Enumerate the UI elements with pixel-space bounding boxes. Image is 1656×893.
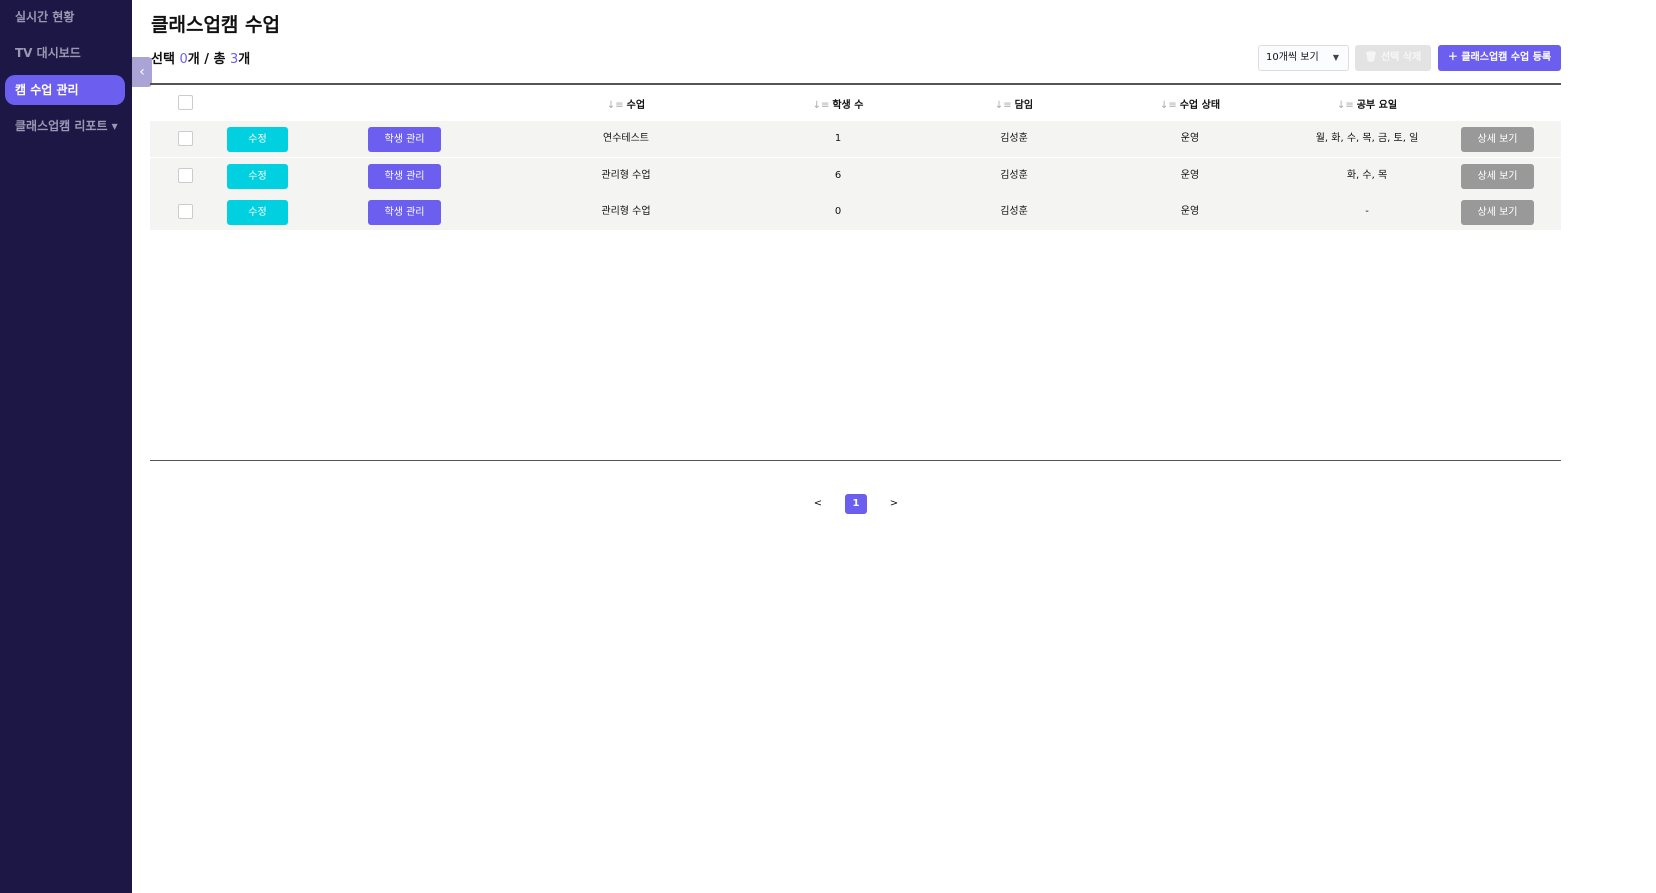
cell-status: 운영 — [1180, 206, 1200, 217]
select-all-checkbox[interactable] — [178, 95, 193, 110]
detail-button[interactable]: 상세 보기 — [1461, 127, 1534, 152]
selected-count: 0 — [179, 52, 188, 67]
cell-days: - — [1365, 206, 1369, 217]
row-checkbox[interactable] — [178, 167, 193, 183]
add-class-button[interactable]: ＋ 클래스업캠 수업 등록 — [1438, 45, 1561, 71]
manage-students-button[interactable]: 학생 관리 — [368, 200, 441, 225]
column-header-label: 담임 — [1014, 100, 1034, 111]
table-top-divider — [150, 83, 1561, 85]
manage-students-button[interactable]: 학생 관리 — [368, 127, 441, 152]
delete-selected-button[interactable]: 🗑 선택 삭제 — [1355, 45, 1431, 71]
page-title: 클래스업캠 수업 — [151, 14, 280, 36]
page-1-button[interactable]: 1 — [845, 494, 867, 514]
column-header-class[interactable]: ↓≡ 수업 — [607, 96, 645, 111]
cell-teacher: 김성훈 — [1000, 169, 1028, 181]
sidebar-item-cam-class[interactable]: 캠 수업 관리 — [5, 75, 125, 105]
selection-count: 선택 0개 / 총 3개 — [151, 48, 250, 67]
column-header-students[interactable]: ↓≡ 학생 수 — [813, 96, 864, 111]
page-size-value: 10개씩 보기 — [1266, 52, 1319, 63]
cell-days: 월, 화, 수, 목, 금, 토, 일 — [1315, 133, 1419, 144]
row-checkbox[interactable] — [178, 131, 193, 146]
table-bottom-divider — [150, 460, 1561, 461]
cell-class: 관리형 수업 — [601, 206, 651, 217]
sort-icon: ↓≡ — [812, 100, 830, 111]
caret-down-icon: ▼ — [1332, 53, 1339, 62]
cell-status: 운영 — [1180, 169, 1200, 181]
detail-button[interactable]: 상세 보기 — [1461, 200, 1534, 225]
sort-icon: ↓≡ — [1159, 100, 1177, 111]
column-header-status[interactable]: ↓≡ 수업 상태 — [1160, 96, 1220, 111]
cell-teacher: 김성훈 — [1000, 133, 1028, 144]
sidebar-item-tv-dashboard[interactable]: TV 대시보드 — [15, 46, 81, 60]
total-count: 3 — [229, 52, 239, 67]
cell-class: 관리형 수업 — [601, 169, 651, 181]
next-page-button[interactable]: > — [889, 498, 899, 509]
cell-class: 연수테스트 — [603, 133, 649, 144]
sidebar-item-realtime[interactable]: 실시간 현황 — [15, 10, 75, 24]
edit-button[interactable]: 수정 — [227, 127, 288, 152]
cell-days: 화, 수, 목 — [1346, 169, 1388, 181]
selected-label: 선택 — [151, 52, 180, 67]
count-unit: 개 — [238, 52, 251, 67]
detail-button[interactable]: 상세 보기 — [1461, 163, 1534, 189]
cell-students: 0 — [834, 206, 842, 217]
sidebar-item-report[interactable]: 클래스업캠 리포트 ▾ — [15, 119, 118, 133]
sort-icon: ↓≡ — [994, 100, 1012, 111]
count-sep: 개 / 총 — [187, 52, 230, 67]
column-header-days[interactable]: ↓≡ 공부 요일 — [1337, 96, 1397, 111]
column-header-label: 수업 — [626, 100, 646, 111]
sort-icon: ↓≡ — [606, 100, 624, 111]
table-row: 수정 학생 관리 관리형 수업 6 김성훈 운영 화, 수, 목 상세 보기 — [150, 157, 1561, 194]
page-size-select[interactable]: 10개씩 보기 ▼ — [1258, 45, 1349, 71]
column-header-teacher[interactable]: ↓≡ 담임 — [995, 96, 1033, 111]
sidebar: 실시간 현황 TV 대시보드 캠 수업 관리 클래스업캠 리포트 ▾ — [0, 0, 132, 893]
manage-students-button[interactable]: 학생 관리 — [368, 163, 441, 189]
prev-page-button[interactable]: < — [813, 498, 823, 509]
column-header-label: 학생 수 — [832, 100, 864, 111]
cell-teacher: 김성훈 — [1000, 206, 1028, 217]
collapse-sidebar-button[interactable]: ‹ — [132, 57, 152, 87]
column-header-label: 공부 요일 — [1356, 100, 1398, 111]
sort-icon: ↓≡ — [1336, 100, 1354, 111]
chevron-left-icon: ‹ — [139, 64, 145, 80]
cell-students: 6 — [834, 169, 842, 181]
column-header-label: 수업 상태 — [1179, 100, 1221, 111]
cell-students: 1 — [834, 133, 842, 144]
cell-status: 운영 — [1180, 133, 1200, 144]
row-checkbox[interactable] — [178, 204, 193, 219]
edit-button[interactable]: 수정 — [227, 200, 288, 225]
edit-button[interactable]: 수정 — [227, 163, 288, 189]
table-row: 수정 학생 관리 관리형 수업 0 김성훈 운영 - 상세 보기 — [150, 194, 1561, 230]
table-row: 수정 학생 관리 연수테스트 1 김성훈 운영 월, 화, 수, 목, 금, 토, 일 … — [150, 121, 1561, 157]
